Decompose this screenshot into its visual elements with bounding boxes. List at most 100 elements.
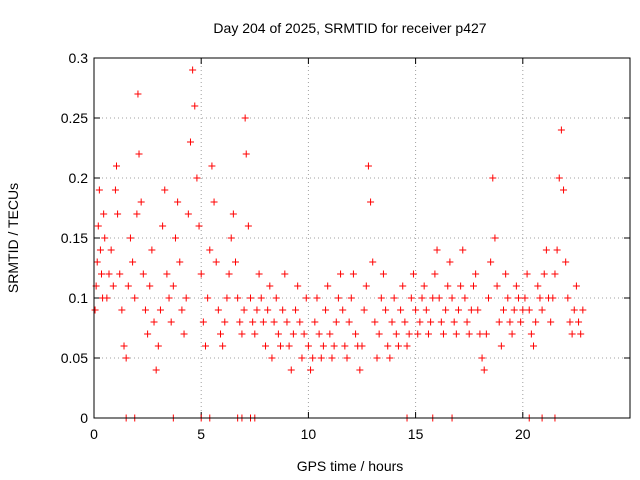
- y-tick-label: 0.15: [61, 230, 88, 246]
- data-point: [478, 354, 486, 362]
- data-point: [534, 282, 542, 290]
- data-point: [298, 354, 306, 362]
- data-point: [122, 354, 130, 362]
- data-point: [491, 234, 499, 242]
- data-point: [330, 342, 338, 350]
- data-point: [159, 222, 167, 230]
- data-point: [223, 294, 231, 302]
- data-point: [221, 318, 229, 326]
- data-point: [141, 306, 149, 314]
- y-tick-label: 0.25: [61, 110, 88, 126]
- data-point: [465, 330, 473, 338]
- data-point: [515, 294, 523, 302]
- data-point: [506, 318, 514, 326]
- y-tick-label: 0.1: [69, 290, 89, 306]
- data-point: [502, 270, 510, 278]
- data-point: [167, 318, 175, 326]
- data-point: [287, 366, 295, 374]
- data-point: [399, 282, 407, 290]
- data-point: [289, 330, 297, 338]
- data-point: [403, 342, 411, 350]
- data-point: [105, 270, 113, 278]
- y-tick-label: 0: [80, 410, 88, 426]
- data-point: [307, 366, 315, 374]
- data-point: [435, 294, 443, 302]
- data-point: [521, 294, 529, 302]
- data-point: [161, 186, 169, 194]
- data-point: [232, 258, 240, 266]
- data-point: [405, 330, 413, 338]
- data-point: [255, 270, 263, 278]
- data-point: [247, 294, 255, 302]
- x-tick-label: 0: [90, 426, 98, 442]
- data-point: [94, 222, 102, 230]
- data-point: [356, 366, 364, 374]
- data-point: [467, 306, 475, 314]
- data-point: [241, 114, 249, 122]
- data-point: [379, 270, 387, 278]
- data-point: [444, 282, 452, 290]
- data-point: [388, 318, 396, 326]
- data-point: [154, 342, 162, 350]
- data-point: [386, 354, 394, 362]
- data-point: [120, 342, 128, 350]
- data-point: [184, 210, 192, 218]
- data-point: [244, 222, 252, 230]
- data-point: [364, 162, 372, 170]
- data-point: [495, 318, 503, 326]
- data-point: [349, 270, 357, 278]
- data-point: [236, 318, 244, 326]
- data-point: [139, 270, 147, 278]
- y-tick-label: 0.05: [61, 350, 88, 366]
- data-point: [532, 318, 540, 326]
- data-point: [493, 282, 501, 290]
- data-point: [339, 306, 347, 314]
- data-point: [137, 198, 145, 206]
- data-point: [95, 186, 103, 194]
- data-point: [540, 270, 548, 278]
- data-point: [557, 126, 565, 134]
- data-point: [240, 306, 248, 314]
- data-point: [131, 294, 139, 302]
- data-point: [116, 270, 124, 278]
- data-point: [264, 306, 272, 314]
- data-point: [134, 90, 142, 98]
- data-point: [484, 294, 492, 302]
- data-point: [300, 330, 308, 338]
- data-point: [422, 306, 430, 314]
- data-point: [227, 234, 235, 242]
- data-point: [525, 306, 533, 314]
- data-point: [337, 270, 345, 278]
- data-point: [277, 342, 285, 350]
- data-point: [178, 306, 186, 314]
- x-tick-label: 10: [301, 426, 317, 442]
- y-tick-label: 0.3: [69, 50, 89, 66]
- data-point: [319, 342, 327, 350]
- data-point: [542, 246, 550, 254]
- data-point: [219, 342, 227, 350]
- data-point: [572, 282, 580, 290]
- data-point: [427, 318, 435, 326]
- data-point: [367, 198, 375, 206]
- data-point: [392, 330, 400, 338]
- data-point: [530, 342, 538, 350]
- data-point: [538, 306, 546, 314]
- data-point: [352, 330, 360, 338]
- data-point: [568, 330, 576, 338]
- data-point: [373, 354, 381, 362]
- data-point: [437, 318, 445, 326]
- data-point: [512, 282, 520, 290]
- data-point: [482, 330, 490, 338]
- data-point: [107, 246, 115, 254]
- data-point: [165, 294, 173, 302]
- data-point: [369, 258, 377, 266]
- data-point: [448, 294, 456, 302]
- data-point: [446, 258, 454, 266]
- data-point: [251, 330, 259, 338]
- data-point: [549, 294, 557, 302]
- data-point: [156, 306, 164, 314]
- y-axis-label: SRMTID / TECUs: [5, 183, 21, 293]
- data-point: [169, 282, 177, 290]
- plot-frame: [93, 57, 631, 419]
- data-point: [118, 306, 126, 314]
